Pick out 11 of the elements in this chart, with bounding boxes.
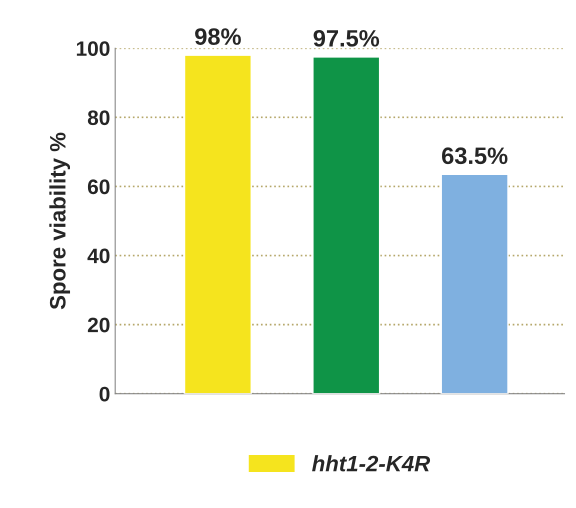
- y-tick-label: 40: [87, 248, 110, 264]
- y-tick-label: 0: [100, 386, 110, 402]
- y-tick-label: 20: [88, 318, 110, 332]
- y-tick-label: 100: [76, 41, 110, 56]
- data-label: 63.5%: [442, 147, 508, 164]
- legend-label: hht1-2-K4R: [312, 455, 430, 472]
- y-tick-label: 80: [88, 110, 110, 126]
- y-axis-title: Spore viability %: [49, 132, 70, 310]
- data-label: 97.5%: [314, 30, 380, 47]
- data-label: 98%: [195, 28, 241, 45]
- y-tick-label: 60: [88, 179, 110, 194]
